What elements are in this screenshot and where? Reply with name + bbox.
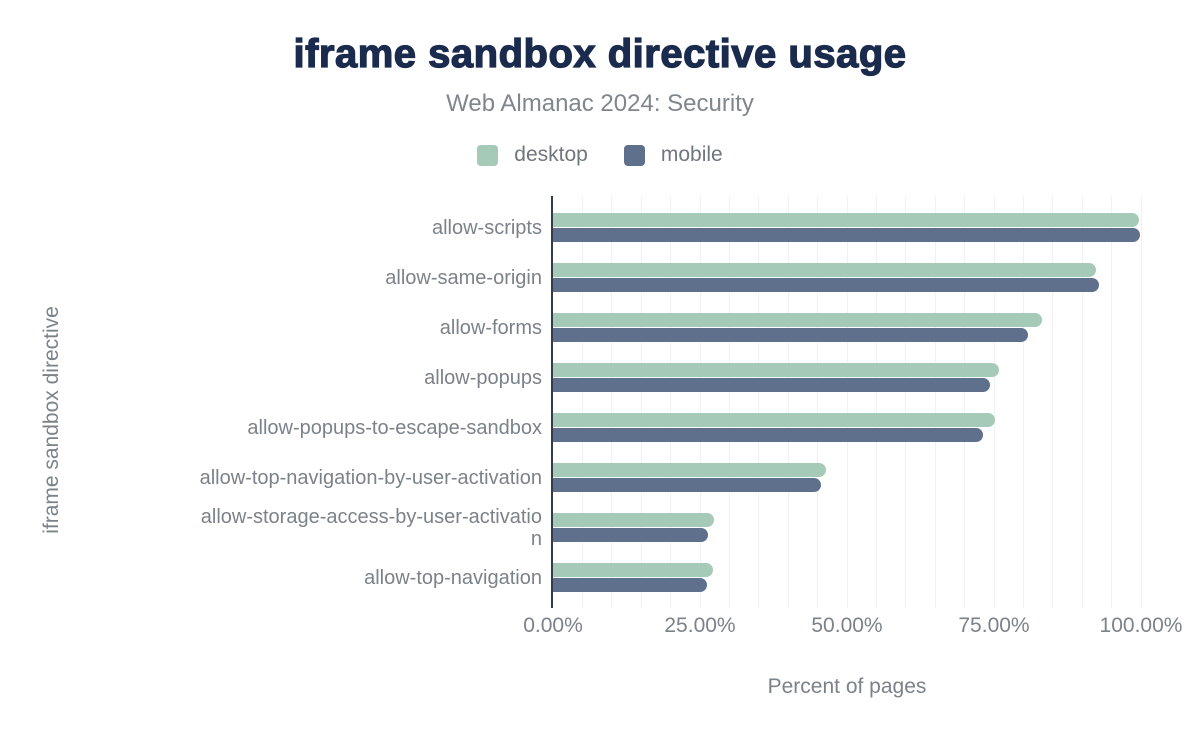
mobile-color-swatch (623, 144, 645, 166)
category-label: allow-storage-access-by-user-activatio n (200, 505, 542, 550)
bar-mobile (553, 478, 821, 492)
chart-title: iframe sandbox directive usage (293, 31, 907, 76)
category-label: allow-top-navigation-by-user-activation (199, 466, 542, 489)
gridline (728, 196, 730, 608)
category-label: allow-forms (439, 316, 542, 339)
gridline (817, 196, 819, 608)
bar-desktop (553, 363, 1000, 377)
gridline (1140, 196, 1142, 608)
gridline (964, 196, 966, 608)
gridline (787, 196, 789, 608)
bar-mobile (553, 378, 991, 392)
x-tick-label: 0.00% (523, 614, 583, 637)
gridline (905, 196, 907, 608)
gridline (611, 196, 613, 608)
category-label: allow-scripts (431, 216, 542, 239)
legend-item-mobile: mobile (623, 143, 723, 167)
chart-subtitle: Web Almanac 2024: Security (446, 90, 754, 117)
x-tick-label: 50.00% (811, 614, 883, 637)
gridline (1081, 196, 1083, 608)
bar-mobile (553, 578, 708, 592)
bar-mobile (553, 428, 983, 442)
bar-desktop (553, 563, 713, 577)
plot-area: Percent of pages 0.00% 25.00% 50.00% 75.00%… (523, 196, 1182, 698)
bar-desktop (553, 263, 1097, 277)
gridline (640, 196, 642, 608)
bar-desktop (553, 313, 1043, 327)
bar-desktop (553, 413, 996, 427)
x-tick-label: 25.00% (664, 614, 736, 637)
legend-label-desktop: desktop (514, 143, 588, 166)
gridline (934, 196, 936, 608)
category-label: allow-same-origin (385, 266, 542, 289)
bar-desktop (553, 463, 827, 477)
gridline (1052, 196, 1054, 608)
gridline (875, 196, 877, 608)
bar-desktop (553, 513, 715, 527)
gridline (1111, 196, 1113, 608)
gridline (993, 196, 995, 608)
gridline (699, 196, 701, 608)
legend: desktop mobile (0, 142, 1200, 168)
legend-item-desktop: desktop (477, 143, 588, 167)
y-axis-line (551, 196, 553, 608)
legend-label-mobile: mobile (660, 143, 723, 166)
x-tick-label: 75.00% (958, 614, 1030, 637)
category-label: allow-top-navigation (364, 566, 542, 589)
gridline (581, 196, 583, 608)
bar-mobile (553, 278, 1099, 292)
gridline (670, 196, 672, 608)
gridline (758, 196, 760, 608)
bar-mobile (553, 528, 709, 542)
x-tick-label: 100.00% (1099, 614, 1183, 637)
x-axis-title: Percent of pages (767, 675, 927, 698)
gridline (1022, 196, 1024, 608)
desktop-color-swatch (477, 144, 499, 166)
bar-mobile (553, 228, 1141, 242)
bar-mobile (553, 328, 1029, 342)
category-label: allow-popups (424, 366, 542, 389)
category-axis-labels: allow-scripts allow-same-origin allow-form… (0, 196, 542, 601)
category-label: allow-popups-to-escape-sandbox (247, 416, 542, 439)
gridline (846, 196, 848, 608)
bar-desktop (553, 213, 1139, 227)
